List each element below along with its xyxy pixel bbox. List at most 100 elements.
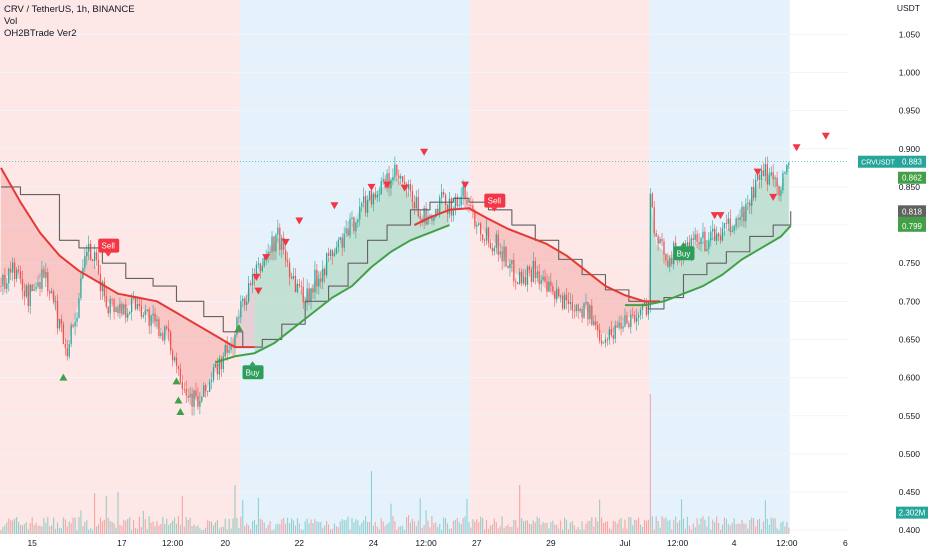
volume-bar: [68, 521, 70, 534]
candle: [585, 293, 587, 306]
candle: [246, 294, 248, 311]
candle: [561, 292, 564, 311]
candle: [349, 213, 351, 239]
candle: [491, 242, 494, 256]
volume-bar: [302, 529, 304, 534]
candle: [210, 372, 213, 390]
volume-bar: [261, 519, 263, 534]
volume-bar: [111, 522, 113, 534]
volume-bar: [232, 518, 234, 534]
volume-bar: [205, 527, 207, 534]
volume-bar: [417, 520, 419, 534]
volume-bar: [384, 525, 386, 534]
volume-bar: [704, 519, 706, 534]
volume-bar: [480, 516, 482, 534]
volume-bar: [290, 518, 293, 534]
sell-signal-triangle-5: [330, 202, 339, 210]
sell-label-2[interactable]: Sell: [484, 193, 506, 212]
volume-bar: [84, 522, 86, 534]
price-axis-bg[interactable]: [848, 0, 932, 550]
candle: [458, 197, 460, 210]
candle: [142, 312, 144, 319]
volume-bar: [536, 516, 538, 534]
volume-bar: [333, 523, 335, 534]
candle: [199, 392, 201, 415]
volume-bar: [372, 525, 374, 534]
candle: [363, 187, 365, 208]
candle: [378, 186, 380, 202]
volume-bar: [345, 519, 347, 534]
candle: [522, 269, 525, 286]
volume-bar: [177, 516, 179, 534]
sell-label-0[interactable]: Sell: [98, 238, 120, 257]
candle: [12, 257, 14, 281]
candle: [774, 175, 776, 188]
volume-bar: [425, 510, 427, 534]
volume-bar: [731, 523, 733, 534]
volume-bar: [448, 528, 451, 534]
time-axis-bg[interactable]: [0, 534, 848, 550]
volume-bar: [337, 527, 339, 534]
candles: [0, 156, 790, 416]
volume-bar: [92, 529, 94, 534]
volume-bar: [331, 528, 334, 534]
candle: [542, 270, 544, 282]
price-tag-0: CRVUSDT 0.883: [858, 155, 926, 168]
candle: [27, 282, 29, 313]
candle: [528, 264, 531, 277]
volume-bar: [782, 521, 784, 534]
volume-bar: [443, 517, 445, 534]
volume-bar: [203, 529, 205, 534]
candle: [164, 325, 166, 345]
legend-indicator[interactable]: OH2BTrade Ver2: [4, 28, 77, 39]
buy-label-3[interactable]: Buy: [673, 242, 695, 261]
candle: [298, 278, 300, 289]
candle: [103, 277, 105, 303]
candle: [60, 314, 63, 333]
trade-labels: Sell Buy Sell Buy: [98, 193, 695, 380]
candle: [608, 326, 611, 345]
volume-bar: [23, 524, 25, 534]
volume-bar: [101, 521, 103, 534]
volume-bar: [277, 523, 279, 534]
indicator-lines: [0, 167, 792, 364]
candle: [417, 188, 419, 218]
volume-bar: [31, 517, 33, 534]
volume-bar: [780, 522, 782, 534]
candle: [489, 238, 492, 250]
volume-bar: [222, 526, 224, 534]
candle: [195, 382, 197, 399]
volume-bar: [733, 518, 735, 534]
volume-bar: [575, 529, 577, 534]
volume-bar: [445, 518, 447, 534]
sell-signal-triangle-12: [716, 212, 725, 220]
regime-zones: [0, 0, 790, 534]
volume-bar: [441, 529, 443, 534]
volume-bar: [497, 528, 499, 534]
candle: [735, 216, 737, 231]
candle: [653, 200, 655, 237]
volume-bar: [88, 529, 90, 534]
legend-volume[interactable]: Vol: [4, 16, 18, 27]
candle: [573, 303, 575, 319]
volume-bar: [121, 525, 123, 534]
buy-label-1[interactable]: Buy: [242, 361, 264, 380]
legend-symbol[interactable]: CRV / TetherUS, 1h, BINANCE: [4, 4, 135, 15]
volume-bar: [359, 525, 361, 534]
ma-green-line-2: [624, 225, 792, 307]
candle: [530, 266, 533, 288]
trade-label-text: Buy: [246, 368, 260, 377]
candle: [318, 271, 320, 295]
volume-bar: [199, 528, 201, 534]
candle: [327, 247, 330, 262]
volume-bar: [105, 495, 107, 534]
volume-bar: [427, 520, 429, 534]
candle: [503, 239, 505, 268]
buy-signal-triangle-1: [172, 377, 181, 385]
candle: [663, 238, 665, 264]
candle: [296, 279, 299, 294]
volume-bar: [593, 526, 595, 534]
candle: [29, 284, 31, 314]
